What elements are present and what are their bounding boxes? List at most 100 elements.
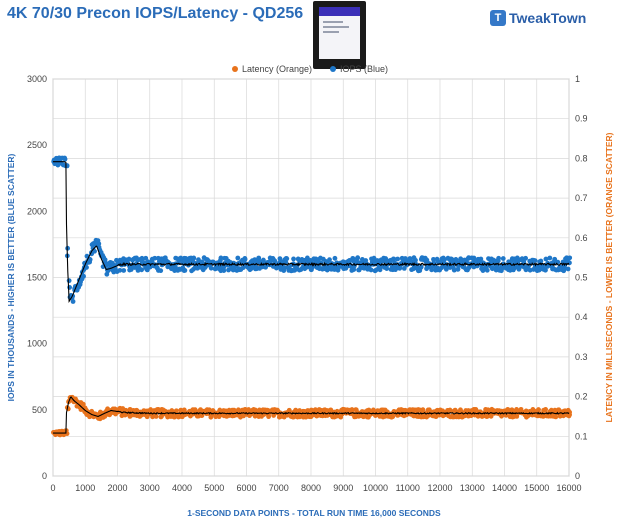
- y-right-tick-label: 0.2: [575, 392, 588, 402]
- x-tick-label: 5000: [204, 483, 224, 493]
- data-point: [153, 414, 159, 419]
- data-point: [490, 265, 495, 271]
- data-point: [553, 414, 559, 420]
- data-point: [181, 407, 187, 413]
- data-point: [158, 268, 164, 274]
- series-iops: [51, 155, 573, 304]
- y-right-tick-label: 0: [575, 471, 580, 481]
- data-point: [503, 412, 509, 418]
- data-point: [401, 266, 407, 271]
- data-point: [496, 255, 502, 261]
- y-right-tick-label: 0.3: [575, 352, 588, 362]
- data-point: [242, 256, 248, 262]
- data-point: [235, 255, 241, 261]
- y-left-tick-label: 1500: [27, 273, 47, 283]
- legend-marker-iops: [330, 66, 337, 72]
- data-point: [441, 257, 447, 263]
- data-point: [453, 257, 459, 262]
- data-point: [478, 256, 484, 262]
- data-point: [281, 265, 287, 271]
- x-tick-label: 0: [50, 483, 55, 493]
- tweaktown-icon: T: [490, 10, 506, 26]
- y-left-tick-label: 1000: [27, 339, 47, 349]
- data-point: [92, 248, 97, 254]
- data-point: [62, 156, 68, 162]
- data-point: [208, 265, 214, 271]
- data-point: [455, 266, 461, 272]
- data-point: [540, 413, 546, 419]
- data-point: [70, 299, 76, 304]
- ssd-label-line: [323, 21, 343, 23]
- data-point: [391, 256, 396, 262]
- y-right-tick-label: 0.4: [575, 312, 588, 322]
- legend-item-latency: Latency (Orange): [231, 64, 312, 74]
- data-point: [277, 256, 283, 262]
- y-right-tick-label: 0.9: [575, 114, 588, 124]
- data-point: [500, 256, 506, 261]
- data-point: [413, 257, 418, 263]
- x-tick-label: 14000: [492, 483, 517, 493]
- series-latency: [50, 394, 573, 438]
- data-point: [121, 268, 127, 273]
- y-left-tick-label: 0: [42, 471, 47, 481]
- data-point: [395, 256, 400, 262]
- data-point: [266, 414, 272, 420]
- data-point: [81, 273, 86, 279]
- data-point: [260, 257, 266, 263]
- x-tick-label: 6000: [236, 483, 256, 493]
- data-point: [291, 256, 296, 262]
- data-point: [371, 255, 377, 261]
- ssd-product-image: [313, 1, 366, 69]
- x-tick-label: 10000: [363, 483, 388, 493]
- data-point: [484, 267, 490, 273]
- brand-name: TweakTown: [509, 10, 587, 26]
- y-right-tick-label: 1: [575, 74, 580, 84]
- data-point: [368, 267, 374, 273]
- data-point: [152, 255, 158, 261]
- data-point: [418, 264, 424, 270]
- data-point: [297, 414, 303, 420]
- y-right-tick-label: 0.5: [575, 273, 588, 283]
- y-left-tick-label: 3000: [27, 74, 47, 84]
- data-point: [523, 255, 529, 261]
- chart-title: 4K 70/30 Precon IOPS/Latency - QD256: [7, 5, 304, 22]
- data-point: [543, 267, 548, 273]
- data-point: [178, 255, 184, 261]
- x-axis-label: 1-SECOND DATA POINTS - TOTAL RUN TIME 16…: [187, 508, 441, 518]
- data-point: [182, 267, 188, 273]
- data-point: [206, 407, 212, 413]
- data-point: [349, 407, 355, 412]
- x-tick-label: 7000: [269, 483, 289, 493]
- x-tick-label: 2000: [107, 483, 127, 493]
- data-point: [350, 255, 356, 261]
- data-point: [390, 414, 395, 420]
- data-point: [547, 255, 553, 261]
- y-right-tick-label: 0.6: [575, 233, 588, 243]
- chart-legend: Latency (Orange) IOPS (Blue): [0, 64, 620, 74]
- data-point: [332, 255, 338, 261]
- x-tick-label: 4000: [172, 483, 192, 493]
- legend-marker-latency: [231, 66, 238, 72]
- x-tick-label: 11000: [396, 483, 420, 493]
- data-point: [66, 278, 72, 284]
- x-tick-label: 13000: [460, 483, 485, 493]
- data-point: [218, 255, 224, 261]
- data-point: [199, 413, 205, 419]
- data-point: [162, 255, 168, 261]
- data-point: [451, 267, 457, 273]
- y-left-tick-label: 2500: [27, 140, 47, 150]
- y-right-tick-label: 0.1: [575, 431, 588, 441]
- y-left-tick-label: 2000: [27, 206, 47, 216]
- x-tick-label: 12000: [427, 483, 452, 493]
- trend-line: [53, 396, 570, 434]
- data-point: [87, 259, 93, 265]
- data-point: [509, 407, 515, 413]
- legend-label-iops: IOPS (Blue): [340, 64, 389, 74]
- y-right-axis-label: LATENCY IN MILLISECONDS - LOWER IS BETTE…: [604, 132, 614, 422]
- data-point: [536, 407, 541, 413]
- x-tick-label: 3000: [140, 483, 160, 493]
- ssd-label-line: [323, 31, 339, 33]
- ssd-label-band: [319, 7, 360, 16]
- data-point: [468, 413, 474, 419]
